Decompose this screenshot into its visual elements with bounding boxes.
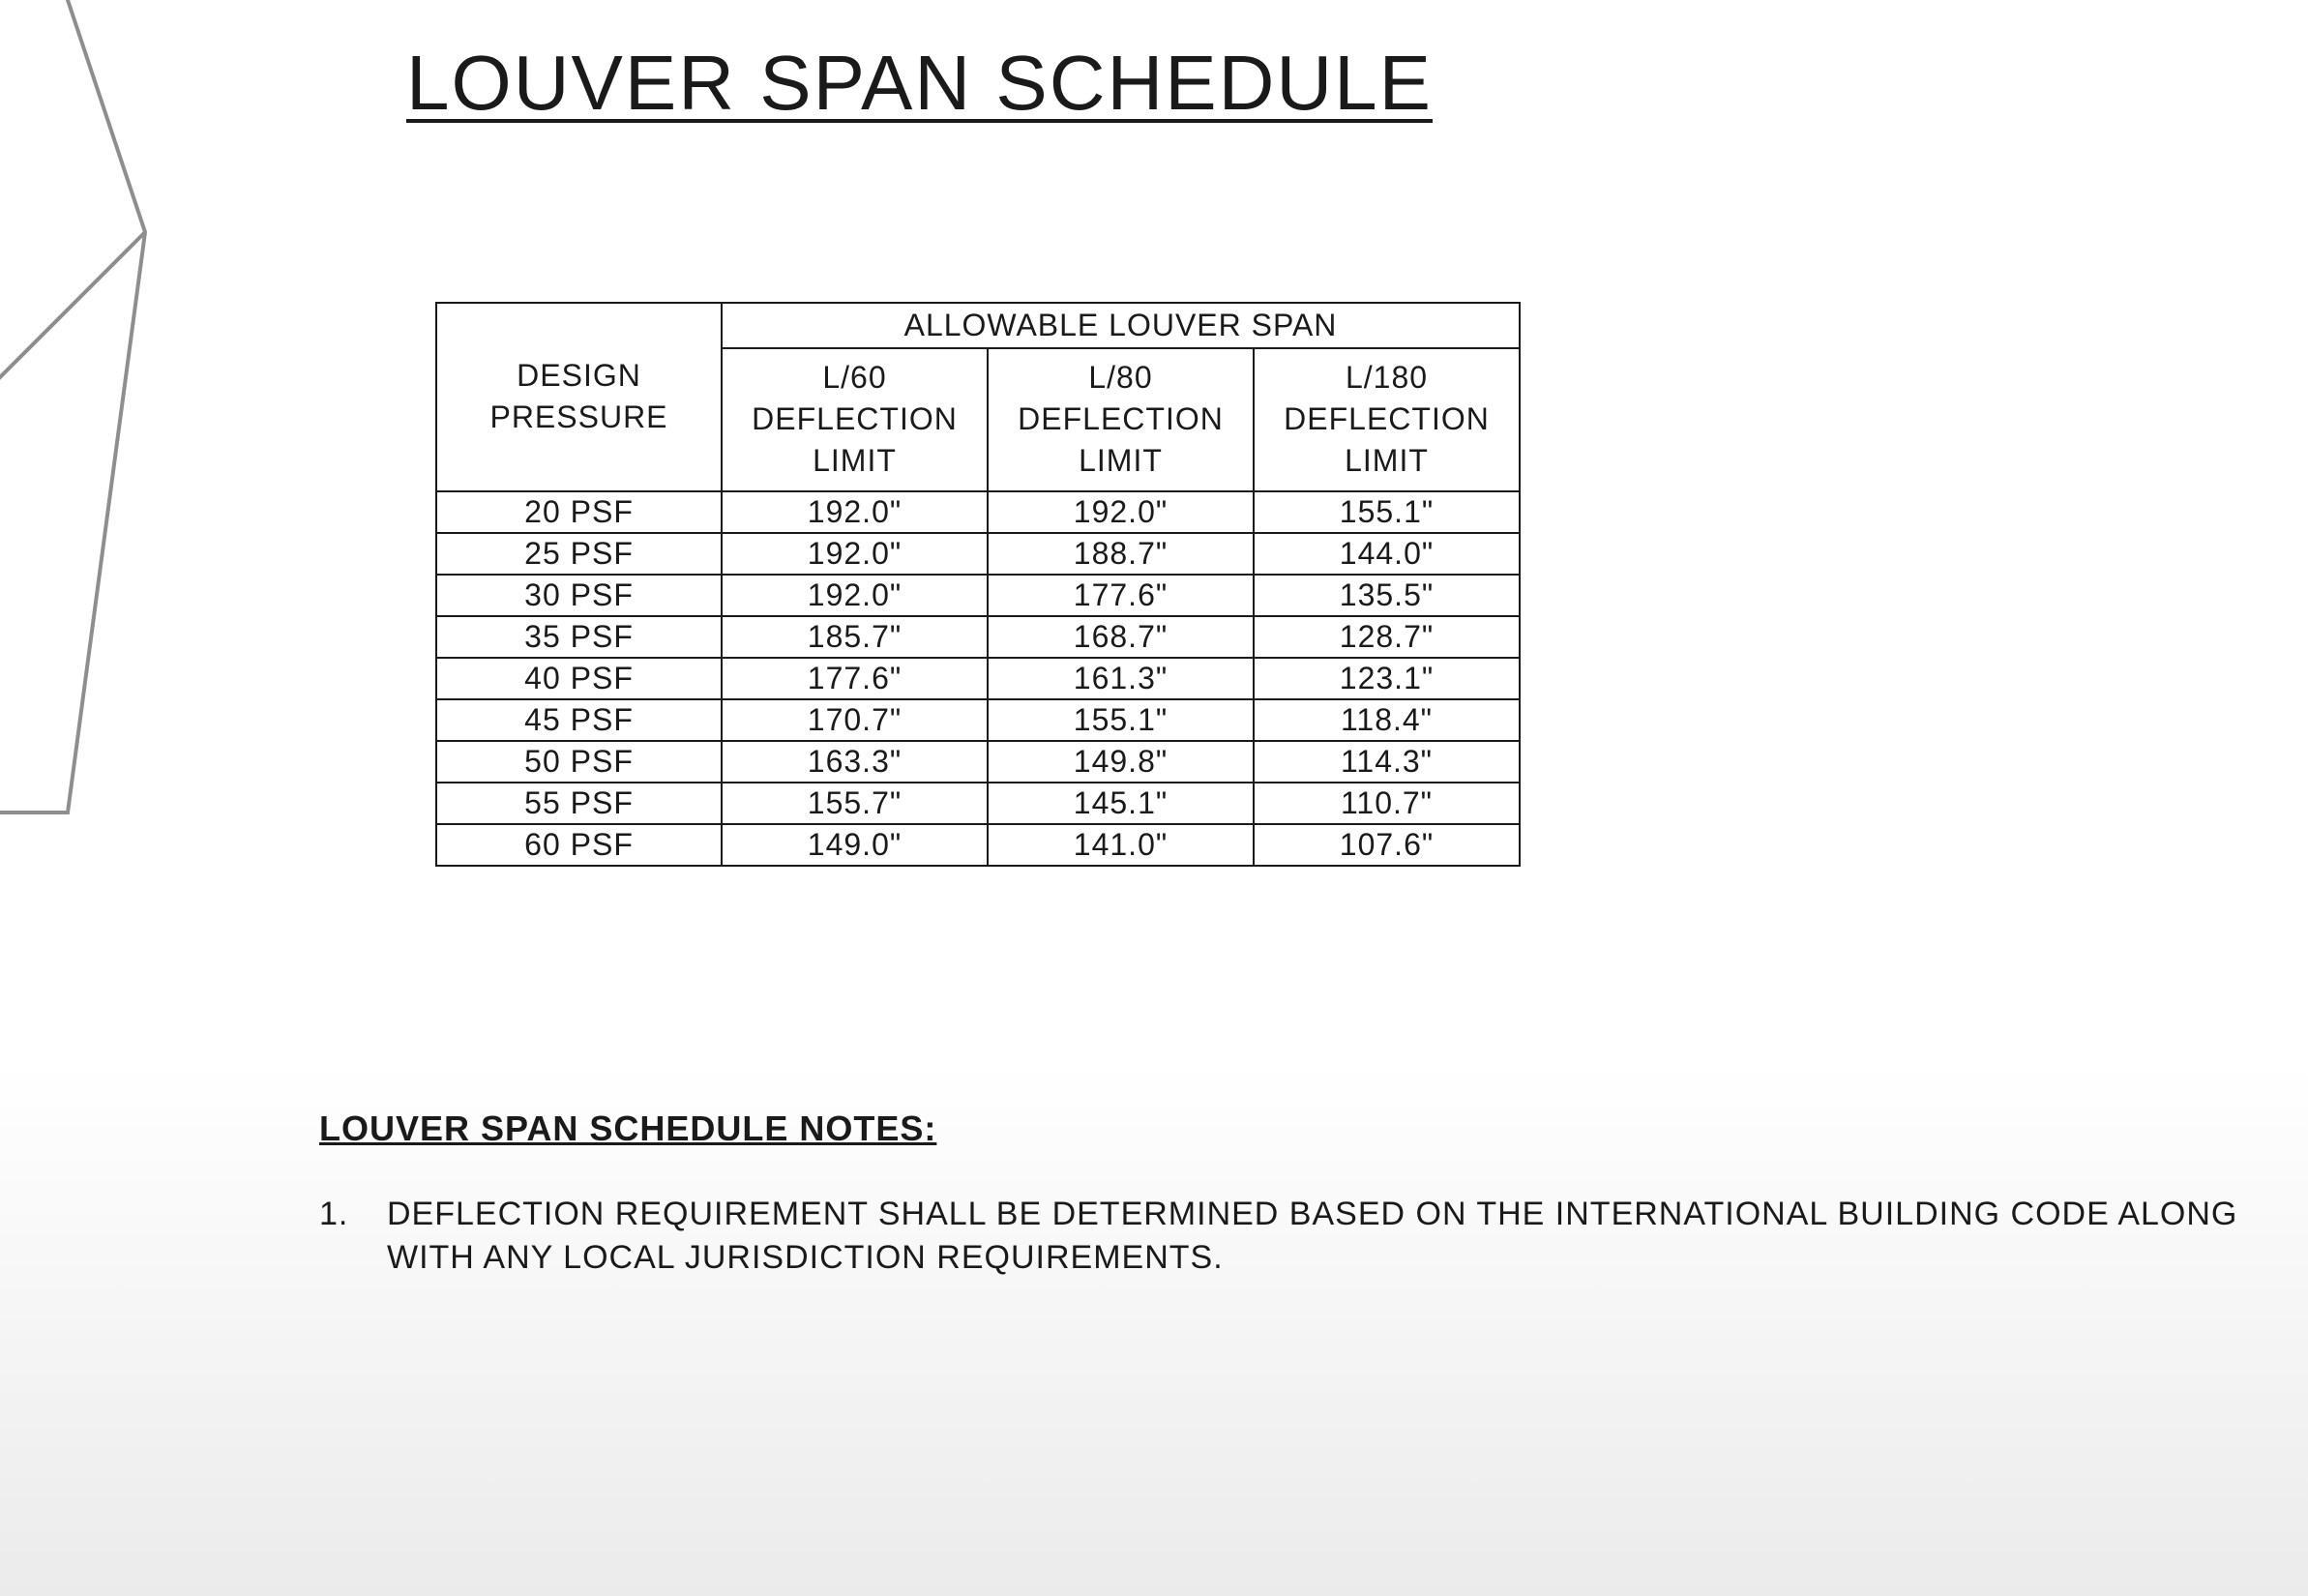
cell-span: 177.6" xyxy=(722,658,988,699)
cell-span: 145.1" xyxy=(988,783,1254,824)
note-text: DEFLECTION REQUIREMENT SHALL BE DETERMIN… xyxy=(387,1193,2308,1282)
cell-pressure: 25 PSF xyxy=(436,533,722,575)
cell-pressure: 60 PSF xyxy=(436,824,722,866)
span-table-wrapper: DESIGNPRESSURE ALLOWABLE LOUVER SPAN L/6… xyxy=(435,302,2308,867)
cell-pressure: 30 PSF xyxy=(436,575,722,616)
table-row: 30 PSF192.0"177.6"135.5" xyxy=(436,575,1520,616)
cell-span: 135.5" xyxy=(1254,575,1520,616)
cell-span: 185.7" xyxy=(722,616,988,658)
cell-span: 118.4" xyxy=(1254,699,1520,741)
sub-header-l80: L/80DEFLECTIONLIMIT xyxy=(988,348,1254,491)
cell-span: 168.7" xyxy=(988,616,1254,658)
sub-header-l180: L/180DEFLECTIONLIMIT xyxy=(1254,348,1520,491)
cell-span: 155.1" xyxy=(1254,491,1520,533)
cell-span: 141.0" xyxy=(988,824,1254,866)
notes-list: 1. DEFLECTION REQUIREMENT SHALL BE DETERM… xyxy=(319,1193,2308,1282)
cell-pressure: 50 PSF xyxy=(436,741,722,783)
cell-span: 192.0" xyxy=(988,491,1254,533)
table-row: 35 PSF185.7"168.7"128.7" xyxy=(436,616,1520,658)
cell-span: 192.0" xyxy=(722,533,988,575)
notes-section: LOUVER SPAN SCHEDULE NOTES: 1. DEFLECTION… xyxy=(319,1108,2308,1282)
page-title: LOUVER SPAN SCHEDULE xyxy=(406,39,2308,128)
sub-header-l60: L/60DEFLECTIONLIMIT xyxy=(722,348,988,491)
cell-span: 149.0" xyxy=(722,824,988,866)
row-header-pressure: DESIGNPRESSURE xyxy=(436,303,722,491)
cell-span: 144.0" xyxy=(1254,533,1520,575)
page-content: LOUVER SPAN SCHEDULE DESIGNPRESSURE ALLO… xyxy=(0,0,2308,1281)
cell-span: 188.7" xyxy=(988,533,1254,575)
table-row: 20 PSF192.0"192.0"155.1" xyxy=(436,491,1520,533)
cell-span: 170.7" xyxy=(722,699,988,741)
cell-pressure: 40 PSF xyxy=(436,658,722,699)
note-number: 1. xyxy=(319,1193,348,1282)
cell-span: 161.3" xyxy=(988,658,1254,699)
cell-span: 155.7" xyxy=(722,783,988,824)
cell-span: 163.3" xyxy=(722,741,988,783)
table-row: 45 PSF170.7"155.1"118.4" xyxy=(436,699,1520,741)
cell-span: 155.1" xyxy=(988,699,1254,741)
span-table: DESIGNPRESSURE ALLOWABLE LOUVER SPAN L/6… xyxy=(435,302,1521,867)
cell-span: 192.0" xyxy=(722,575,988,616)
table-row: 25 PSF192.0"188.7"144.0" xyxy=(436,533,1520,575)
table-row: 50 PSF163.3"149.8"114.3" xyxy=(436,741,1520,783)
note-item: 1. DEFLECTION REQUIREMENT SHALL BE DETERM… xyxy=(319,1193,2308,1282)
table-row: 55 PSF155.7"145.1"110.7" xyxy=(436,783,1520,824)
span-table-body: 20 PSF192.0"192.0"155.1"25 PSF192.0"188.… xyxy=(436,491,1520,866)
cell-span: 177.6" xyxy=(988,575,1254,616)
cell-span: 149.8" xyxy=(988,741,1254,783)
cell-span: 110.7" xyxy=(1254,783,1520,824)
cell-pressure: 35 PSF xyxy=(436,616,722,658)
cell-span: 128.7" xyxy=(1254,616,1520,658)
cell-span: 192.0" xyxy=(722,491,988,533)
cell-pressure: 45 PSF xyxy=(436,699,722,741)
table-row: 40 PSF177.6"161.3"123.1" xyxy=(436,658,1520,699)
cell-pressure: 20 PSF xyxy=(436,491,722,533)
cell-pressure: 55 PSF xyxy=(436,783,722,824)
cell-span: 114.3" xyxy=(1254,741,1520,783)
cell-span: 123.1" xyxy=(1254,658,1520,699)
table-row: 60 PSF149.0"141.0"107.6" xyxy=(436,824,1520,866)
super-header-span: ALLOWABLE LOUVER SPAN xyxy=(722,303,1520,348)
cell-span: 107.6" xyxy=(1254,824,1520,866)
notes-title: LOUVER SPAN SCHEDULE NOTES: xyxy=(319,1108,2308,1149)
